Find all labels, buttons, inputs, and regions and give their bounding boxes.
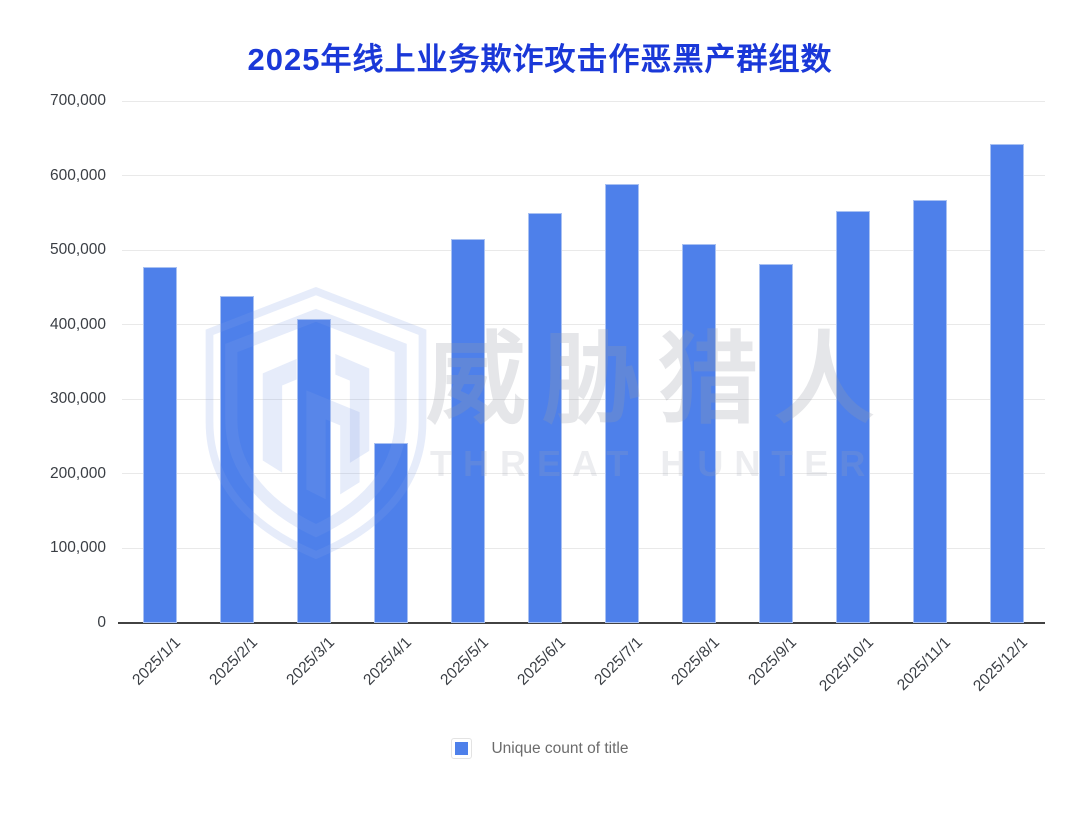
gridline: [122, 324, 1045, 326]
gridline: [122, 547, 1045, 549]
chart-title: 2025年线上业务欺诈攻击作恶黑产群组数: [247, 42, 833, 77]
legend-swatch-color: [455, 742, 469, 755]
gridline: [122, 175, 1045, 177]
x-axis-line: [118, 622, 1045, 624]
bar[interactable]: [220, 295, 255, 623]
bar[interactable]: [451, 238, 486, 623]
bar[interactable]: [374, 442, 409, 623]
bar[interactable]: [912, 200, 947, 623]
legend-label: Unique count of title: [491, 739, 629, 757]
bar[interactable]: [528, 212, 563, 623]
bar[interactable]: [681, 244, 716, 623]
bar[interactable]: [989, 144, 1024, 623]
gridline: [122, 249, 1045, 251]
bar[interactable]: [143, 266, 178, 623]
gridline: [122, 100, 1045, 102]
y-tick-label: 600,000: [49, 166, 106, 184]
y-tick-label: 200,000: [49, 464, 106, 482]
bar[interactable]: [604, 183, 639, 623]
y-tick-label: 400,000: [49, 315, 106, 333]
bar[interactable]: [835, 211, 870, 623]
gridline: [122, 398, 1045, 400]
y-tick-label: 300,000: [49, 390, 106, 408]
gridline: [122, 473, 1045, 475]
y-tick-label: 500,000: [49, 241, 106, 259]
bar[interactable]: [297, 319, 332, 623]
bar[interactable]: [758, 264, 793, 623]
y-tick-label: 100,000: [49, 539, 106, 557]
legend[interactable]: Unique count of title: [0, 738, 1080, 759]
y-tick-label: 700,000: [49, 92, 106, 109]
y-tick-label: 0: [97, 614, 106, 631]
legend-swatch-icon: [451, 738, 473, 759]
